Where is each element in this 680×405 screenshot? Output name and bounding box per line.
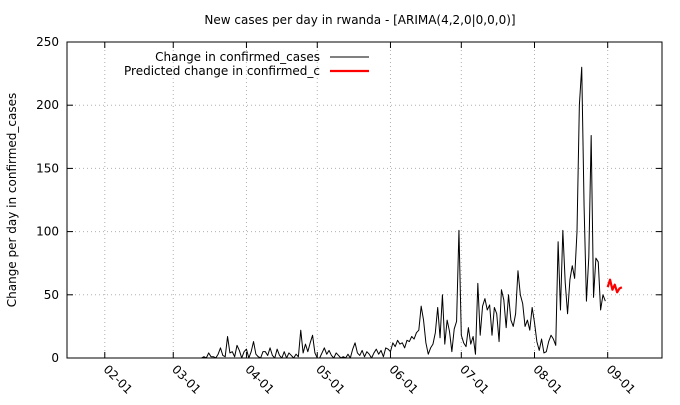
y-axis-label: Change per day in confirmed_cases (5, 93, 19, 308)
x-tick-label: 06-01 (386, 362, 421, 397)
x-tick-label: 09-01 (604, 362, 639, 397)
x-axis-ticks: 02-01 03-01 04-01 05-01 06-01 07-01 08-01 09-01 (101, 42, 638, 397)
y-tick-label: 150 (36, 161, 59, 175)
y-tick-label: 100 (36, 225, 59, 239)
x-tick-label: 05-01 (313, 362, 348, 397)
y-tick-label: 250 (36, 35, 59, 49)
legend-label: Predicted change in confirmed_c (124, 64, 320, 78)
y-tick-label: 0 (51, 351, 59, 365)
legend-label: Change in confirmed_cases (155, 50, 320, 64)
series-line-confirmed-cases (81, 66, 606, 359)
chart-title: New cases per day in rwanda - [ARIMA(4,2… (204, 13, 515, 27)
y-tick-label: 50 (44, 288, 59, 302)
plot-frame (66, 41, 663, 359)
y-axis-ticks: 0 50 100 150 200 250 (36, 35, 662, 365)
series-line-predicted (606, 278, 623, 294)
grid-lines (67, 42, 662, 358)
x-tick-label: 08-01 (530, 362, 565, 397)
x-tick-label: 03-01 (169, 362, 204, 397)
y-tick-label: 200 (36, 98, 59, 112)
x-tick-label: 04-01 (242, 362, 277, 397)
series-lines (81, 66, 623, 359)
x-tick-label: 02-01 (101, 362, 136, 397)
x-tick-label: 07-01 (457, 362, 492, 397)
plot-border (66, 41, 663, 359)
